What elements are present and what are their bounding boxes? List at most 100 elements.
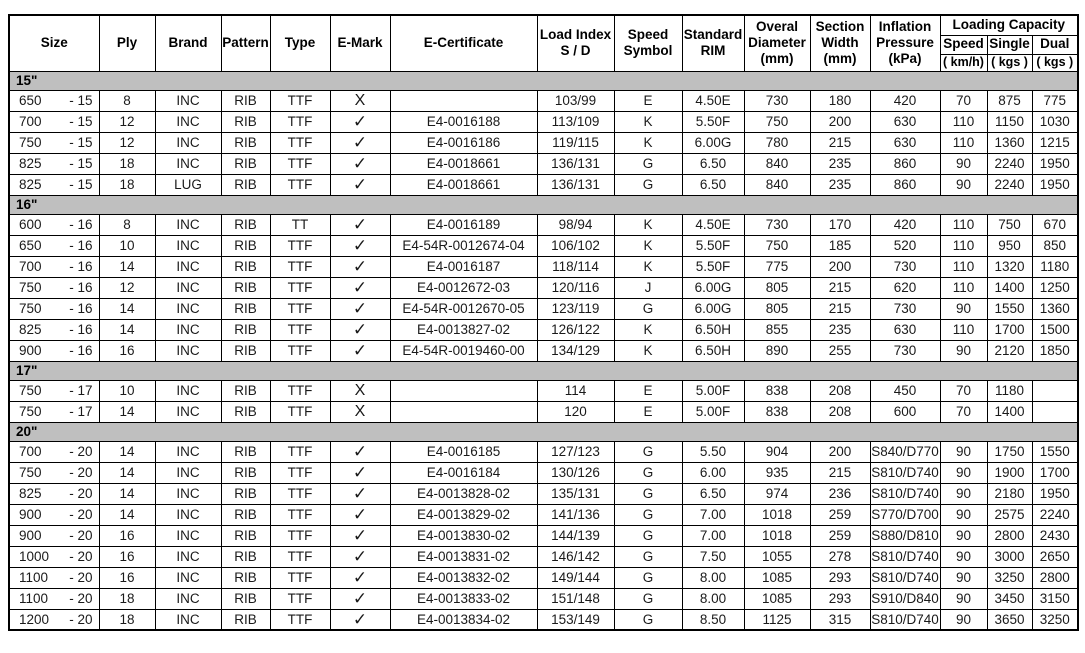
cell-brand: INC bbox=[154, 440, 222, 463]
cell-section-width: 315 bbox=[809, 608, 871, 631]
cell-dual: 1500 bbox=[1031, 318, 1079, 341]
cell-inflation-pressure: S810/D740 bbox=[869, 461, 941, 484]
cell-size: 700 - 20 bbox=[8, 440, 100, 463]
section-header-row: 20" bbox=[8, 421, 1079, 442]
cell-standard-rim: 6.00G bbox=[681, 297, 745, 320]
cell-inflation-pressure: S910/D840 bbox=[869, 587, 941, 610]
column-header-lc-speed-unit: ( km/h) bbox=[939, 53, 988, 72]
cell-overal-diameter: 935 bbox=[743, 461, 811, 484]
cell-load-index: 149/144 bbox=[536, 566, 615, 589]
cell-size: 750 - 16 bbox=[8, 276, 100, 299]
table-row: 1100 - 20 16 INC RIB TTF ✓ E4-0013832-02 149/144… bbox=[8, 566, 1079, 589]
cell-speed-symbol: K bbox=[613, 213, 683, 236]
size-rim-suffix: - 20 bbox=[69, 611, 93, 627]
size-value: 825 - 20 bbox=[10, 484, 98, 503]
cell-single: 3450 bbox=[986, 587, 1033, 610]
size-number: 750 bbox=[19, 280, 42, 295]
cell-speed: 70 bbox=[939, 379, 988, 402]
size-rim-suffix: - 15 bbox=[69, 93, 93, 108]
cell-dual: 670 bbox=[1031, 213, 1079, 236]
table-row: 750 - 17 10 INC RIB TTF X 114 E 5.00F 838 208 450 70 1… bbox=[8, 379, 1079, 402]
cell-speed-symbol: G bbox=[613, 503, 683, 526]
column-header-speed-symbol: Speed Symbol bbox=[613, 14, 683, 72]
cell-type: TTF bbox=[269, 110, 331, 133]
cell-emark: ✓ bbox=[329, 173, 391, 196]
column-header-size: Size bbox=[8, 14, 100, 72]
section-header-row: 17" bbox=[8, 360, 1079, 381]
cell-standard-rim: 4.50E bbox=[681, 213, 745, 236]
size-number: 750 bbox=[19, 465, 42, 480]
cell-brand: INC bbox=[154, 89, 222, 112]
size-value: 900 - 16 bbox=[10, 341, 98, 360]
size-rim-suffix: - 16 bbox=[69, 322, 93, 337]
cell-speed-symbol: K bbox=[613, 131, 683, 154]
size-value: 1100 - 20 bbox=[10, 568, 98, 587]
cell-standard-rim: 6.50 bbox=[681, 152, 745, 175]
cell-pattern: RIB bbox=[220, 482, 271, 505]
cell-emark: ✓ bbox=[329, 318, 391, 341]
cell-pattern: RIB bbox=[220, 173, 271, 196]
table-row: 750 - 17 14 INC RIB TTF X 120 E 5.00F 838 208 600 70 1… bbox=[8, 400, 1079, 423]
size-rim-suffix: - 16 bbox=[69, 280, 93, 295]
table-row: 825 - 15 18 LUG RIB TTF ✓ E4-0018661 136/131 G 6.5… bbox=[8, 173, 1079, 196]
size-value: 825 - 16 bbox=[10, 320, 98, 339]
cell-emark: ✓ bbox=[329, 461, 391, 484]
cell-dual: 1850 bbox=[1031, 339, 1079, 362]
cell-inflation-pressure: S810/D740 bbox=[869, 482, 941, 505]
cell-size: 1200 - 20 bbox=[8, 608, 100, 631]
size-value: 650 - 15 bbox=[10, 91, 98, 110]
cell-ply: 8 bbox=[98, 213, 156, 236]
cell-type: TTF bbox=[269, 255, 331, 278]
cell-type: TTF bbox=[269, 440, 331, 463]
cell-ply: 16 bbox=[98, 339, 156, 362]
cell-inflation-pressure: 860 bbox=[869, 173, 941, 196]
cell-load-index: 103/99 bbox=[536, 89, 615, 112]
cell-overal-diameter: 1055 bbox=[743, 545, 811, 568]
cell-overal-diameter: 838 bbox=[743, 379, 811, 402]
size-number: 900 bbox=[19, 343, 42, 358]
header-line: (mm) bbox=[760, 51, 794, 67]
cell-speed-symbol: G bbox=[613, 297, 683, 320]
cell-single: 1400 bbox=[986, 400, 1033, 423]
header-line: Overal bbox=[755, 18, 799, 34]
cell-pattern: RIB bbox=[220, 587, 271, 610]
cell-single: 1360 bbox=[986, 131, 1033, 154]
size-value: 600 - 16 bbox=[10, 215, 98, 234]
size-rim-suffix: - 17 bbox=[69, 383, 93, 398]
cell-speed-symbol: G bbox=[613, 440, 683, 463]
cell-speed-symbol: K bbox=[613, 318, 683, 341]
cell-load-index: 144/139 bbox=[536, 524, 615, 547]
cell-speed: 90 bbox=[939, 587, 988, 610]
size-number: 1200 bbox=[19, 611, 50, 627]
cell-pattern: RIB bbox=[220, 110, 271, 133]
cell-standard-rim: 6.50H bbox=[681, 318, 745, 341]
header-line: Standard bbox=[683, 26, 743, 42]
cell-dual: 2240 bbox=[1031, 503, 1079, 526]
cell-emark: ✓ bbox=[329, 545, 391, 568]
size-rim-suffix: - 15 bbox=[69, 114, 93, 129]
cell-standard-rim: 5.50F bbox=[681, 255, 745, 278]
cell-dual bbox=[1031, 379, 1079, 402]
cell-type: TTF bbox=[269, 461, 331, 484]
cell-standard-rim: 5.00F bbox=[681, 379, 745, 402]
size-value: 900 - 20 bbox=[10, 526, 98, 545]
cell-speed: 90 bbox=[939, 461, 988, 484]
cell-ecertificate: E4-54R-0012674-04 bbox=[389, 234, 538, 257]
cell-brand: INC bbox=[154, 131, 222, 154]
cell-single: 1400 bbox=[986, 276, 1033, 299]
cell-section-width: 293 bbox=[809, 566, 871, 589]
section-header-row: 15" bbox=[8, 70, 1079, 91]
column-header-load-index: Load Index S / D bbox=[536, 14, 615, 72]
cell-ecertificate: E4-0018661 bbox=[389, 152, 538, 175]
tire-specification-table: Size Ply Brand Pattern Type E-Mark E-Cer… bbox=[8, 14, 1080, 631]
cell-section-width: 185 bbox=[809, 234, 871, 257]
cell-section-width: 235 bbox=[809, 318, 871, 341]
cell-single: 3000 bbox=[986, 545, 1033, 568]
cell-size: 750 - 16 bbox=[8, 297, 100, 320]
cell-load-index: 134/129 bbox=[536, 339, 615, 362]
cell-emark: ✓ bbox=[329, 503, 391, 526]
cell-overal-diameter: 730 bbox=[743, 213, 811, 236]
cell-brand: INC bbox=[154, 255, 222, 278]
cell-load-index: 119/115 bbox=[536, 131, 615, 154]
cell-ply: 14 bbox=[98, 318, 156, 341]
